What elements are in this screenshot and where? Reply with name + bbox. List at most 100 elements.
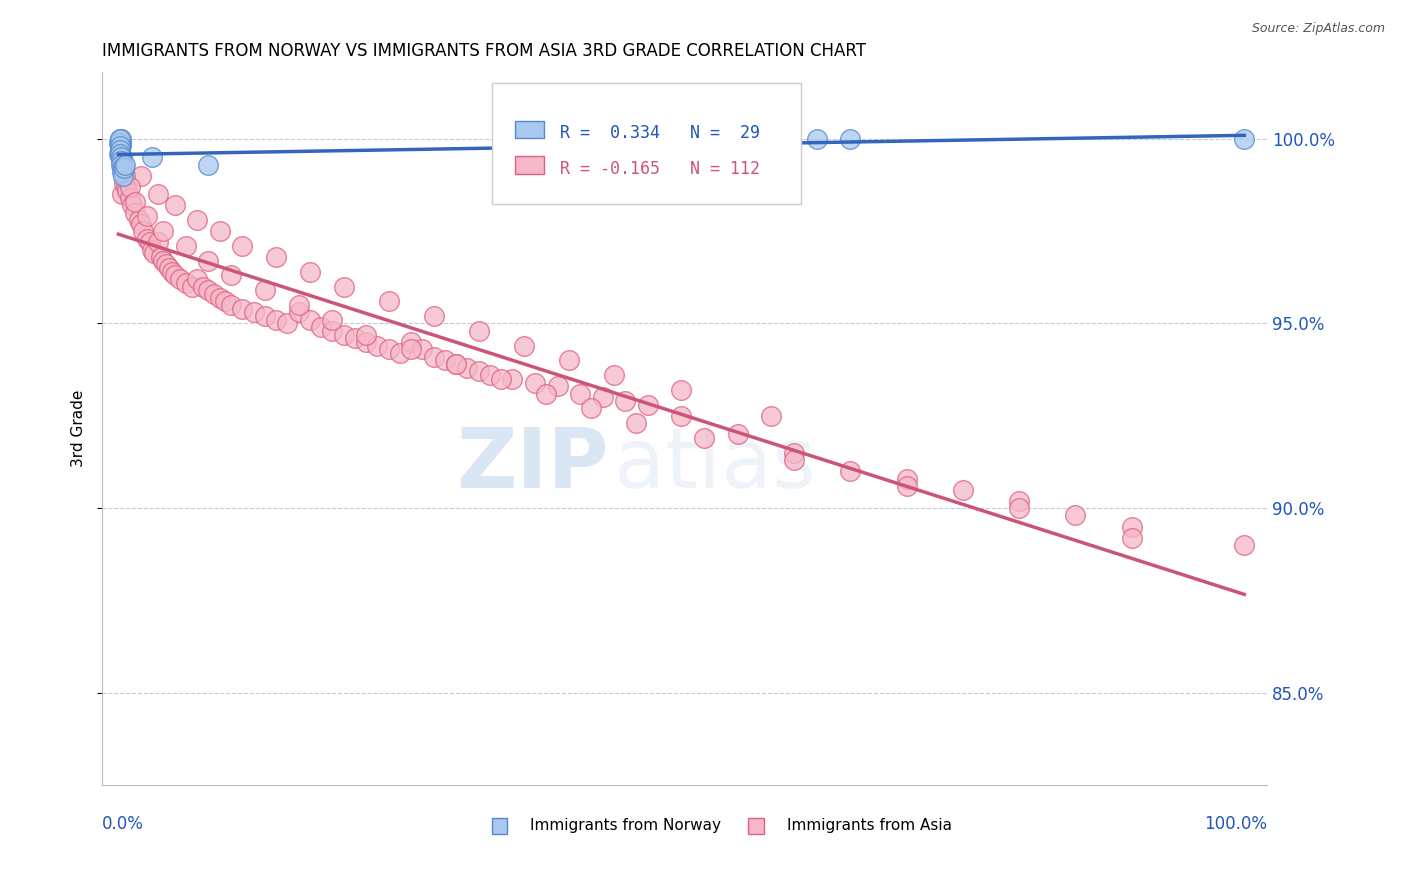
Point bbox=[214, 294, 236, 309]
Point bbox=[377, 294, 399, 309]
Point bbox=[524, 376, 547, 390]
Point bbox=[163, 268, 186, 283]
Point bbox=[581, 401, 603, 416]
Point bbox=[141, 150, 163, 164]
Point bbox=[761, 409, 783, 423]
Point bbox=[111, 165, 134, 179]
Point bbox=[332, 327, 354, 342]
Point bbox=[366, 338, 388, 352]
Point bbox=[1121, 531, 1143, 545]
Point bbox=[135, 210, 157, 224]
Point bbox=[264, 313, 287, 327]
Point bbox=[1064, 508, 1087, 523]
Point bbox=[118, 191, 141, 205]
Point bbox=[253, 283, 276, 297]
Point bbox=[169, 272, 191, 286]
FancyBboxPatch shape bbox=[492, 83, 801, 204]
Point bbox=[671, 383, 693, 397]
Point bbox=[143, 246, 166, 260]
Point bbox=[354, 334, 377, 349]
Point bbox=[569, 386, 592, 401]
Point bbox=[558, 353, 581, 368]
Point bbox=[114, 158, 136, 172]
Point bbox=[157, 261, 180, 276]
Text: R =  0.334   N =  29: R = 0.334 N = 29 bbox=[560, 125, 759, 143]
Point bbox=[388, 346, 411, 360]
Point bbox=[287, 305, 309, 319]
Point bbox=[112, 176, 135, 190]
Point bbox=[547, 379, 569, 393]
Point bbox=[806, 132, 828, 146]
Point bbox=[197, 253, 219, 268]
Point bbox=[219, 268, 242, 283]
Point bbox=[129, 217, 152, 231]
Bar bbox=[515, 156, 544, 174]
Point bbox=[191, 279, 214, 293]
Point bbox=[111, 169, 134, 183]
Text: 0.0%: 0.0% bbox=[101, 815, 143, 833]
Point bbox=[783, 446, 806, 460]
Point bbox=[162, 265, 184, 279]
Point bbox=[783, 453, 806, 467]
Point bbox=[264, 250, 287, 264]
Point bbox=[298, 313, 321, 327]
Point bbox=[108, 132, 131, 146]
Point bbox=[478, 368, 501, 383]
Point bbox=[150, 250, 173, 264]
Point bbox=[1121, 519, 1143, 533]
Point bbox=[513, 139, 536, 153]
Point bbox=[118, 180, 141, 194]
Point bbox=[411, 343, 433, 357]
Point bbox=[115, 180, 138, 194]
Point bbox=[110, 154, 132, 169]
Point bbox=[135, 231, 157, 245]
Point bbox=[242, 305, 264, 319]
Point bbox=[502, 372, 524, 386]
Point bbox=[952, 483, 974, 497]
Point bbox=[197, 283, 219, 297]
Point bbox=[839, 464, 862, 478]
Point bbox=[197, 158, 219, 172]
Point bbox=[108, 143, 131, 157]
Point bbox=[626, 416, 648, 430]
Point bbox=[108, 146, 131, 161]
Point bbox=[110, 150, 132, 164]
Text: Source: ZipAtlas.com: Source: ZipAtlas.com bbox=[1251, 22, 1385, 36]
Point bbox=[186, 213, 208, 227]
Point bbox=[152, 253, 174, 268]
Point bbox=[298, 265, 321, 279]
Point bbox=[399, 343, 422, 357]
Point bbox=[111, 161, 134, 176]
Point bbox=[321, 324, 343, 338]
Point bbox=[110, 161, 132, 176]
Point bbox=[377, 343, 399, 357]
Point bbox=[110, 136, 132, 150]
Point bbox=[422, 350, 444, 364]
Point bbox=[354, 327, 377, 342]
Point bbox=[110, 154, 132, 169]
Point bbox=[111, 150, 134, 164]
Text: ZIP: ZIP bbox=[456, 424, 609, 505]
Point bbox=[467, 324, 489, 338]
Point bbox=[332, 279, 354, 293]
Point bbox=[1233, 132, 1256, 146]
Text: Immigrants from Norway: Immigrants from Norway bbox=[530, 819, 721, 833]
Point bbox=[114, 169, 136, 183]
Point bbox=[163, 198, 186, 212]
Point bbox=[603, 368, 626, 383]
Point bbox=[671, 409, 693, 423]
Point bbox=[110, 139, 132, 153]
Point bbox=[112, 161, 135, 176]
Point bbox=[896, 472, 918, 486]
Point bbox=[108, 132, 131, 146]
Point bbox=[152, 224, 174, 238]
Text: R = -0.165   N = 112: R = -0.165 N = 112 bbox=[560, 160, 759, 178]
Point bbox=[444, 357, 467, 371]
Y-axis label: 3rd Grade: 3rd Grade bbox=[72, 390, 86, 467]
Point bbox=[592, 390, 614, 404]
Point bbox=[208, 224, 231, 238]
Point bbox=[108, 136, 131, 150]
Point bbox=[110, 139, 132, 153]
Point bbox=[287, 298, 309, 312]
Point bbox=[422, 309, 444, 323]
